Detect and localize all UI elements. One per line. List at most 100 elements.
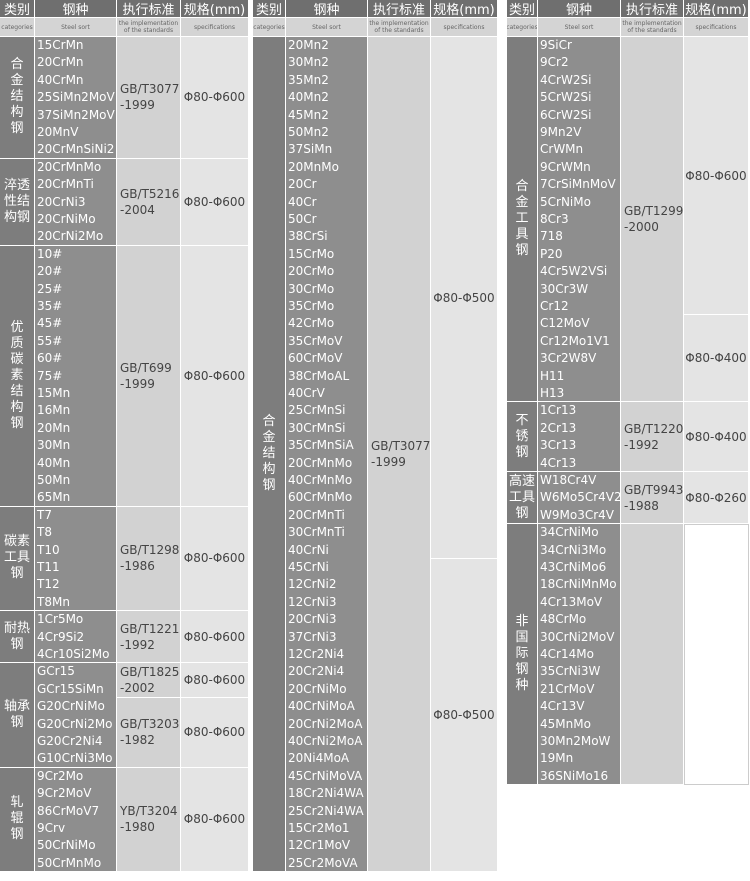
category: 不锈钢 (507, 402, 538, 472)
grade: GCr15SiMn (37, 681, 104, 696)
grade: 35CrMnSiA (288, 438, 354, 453)
grade: 45CrNiMoVA (288, 768, 363, 783)
standard: GB/T3077 -1999 (117, 37, 181, 159)
standard-line: -1988 (624, 498, 659, 513)
grade: T10 (37, 542, 60, 557)
standard: GB/T5216 -2004 (117, 158, 181, 246)
standard-line: -1992 (120, 637, 155, 652)
grade-column (35, 767, 117, 873)
grade: 4Cr9Si2 (37, 629, 85, 644)
grade: 43CrNiMo6 (540, 560, 607, 574)
spec: Φ80-Φ600 (684, 37, 749, 316)
grade: 15Mn (37, 386, 71, 400)
category: 合金工具钢 (507, 37, 538, 403)
category-text: 轴承钢 (3, 699, 30, 731)
grade: 12Cr1MoV (288, 838, 351, 853)
standard-line: GB/T18254 (120, 665, 181, 680)
grade: C12MoV (540, 316, 590, 331)
grade: 40CrMnMo (288, 473, 353, 487)
grade: 35CrMoV (288, 333, 343, 348)
grade: 50Mn2 (288, 125, 329, 139)
grade: 12CrNi3 (288, 594, 337, 609)
spec: Φ80-Φ400 (684, 315, 749, 403)
grade: 4Cr10Si2Mo (37, 647, 110, 661)
standard-line: -1992 (624, 437, 659, 452)
grade: 20MnV (37, 125, 79, 139)
subheader-cell: the implementation of the standards (621, 18, 684, 37)
grade: 3Cr13 (540, 438, 577, 453)
grade: 20CrNiMo (288, 681, 347, 696)
grade: 30Mn2 (288, 55, 329, 70)
category: 优质碳素结构钢 (0, 245, 35, 507)
standard-line: -1999 (371, 455, 406, 470)
grade: 20CrMnMo (37, 159, 102, 174)
grade-column (35, 158, 117, 246)
grade: 48CrMo (540, 612, 587, 627)
grade: 38CrSi (288, 229, 328, 244)
grade: 1Cr5Mo (37, 612, 84, 627)
subheader-cell: the implementation of the standards (117, 18, 181, 37)
spec: Φ80-Φ600 (181, 767, 249, 873)
grade: 40CrMn (37, 72, 84, 87)
spec: Φ80-Φ500 (431, 37, 498, 559)
grade: 30CrMnSi (288, 420, 346, 435)
grade: 2Cr13 (540, 420, 577, 435)
grade: 9Crv (37, 821, 66, 835)
grade: 60# (37, 351, 63, 366)
grade: 9Cr2Mo (37, 768, 84, 783)
grade: 7CrSiMnMoV (540, 177, 616, 192)
grade: G20CrNiMo (37, 699, 105, 714)
grade: 20Cr2Ni4 (288, 664, 345, 679)
grade: 60CrMnMo (288, 490, 353, 505)
grade: 4Cr13 (540, 455, 577, 470)
grade: 30Mn (37, 438, 71, 453)
grade: 65Mn (37, 490, 71, 505)
spec: Φ80-Φ600 (181, 698, 249, 768)
grade-column (286, 37, 368, 873)
spec: Φ80-Φ600 (181, 245, 249, 507)
standard: GB/T1298 -1986 (117, 506, 181, 612)
grade: 9SiCr (540, 38, 572, 52)
grade-column (35, 506, 117, 612)
grade: 20Ni4MoA (288, 751, 350, 766)
subheader-cell: specifications (181, 18, 249, 37)
category-text: 高速工具钢 (508, 473, 535, 521)
standard-line: GB/T699 (120, 360, 172, 375)
standard-line: GB/T1298 (120, 543, 180, 558)
grade-column (538, 402, 621, 472)
grade: 20CrNiMo (37, 212, 96, 226)
grade: 20Cr (288, 177, 317, 192)
category-text: 非国际钢种 (515, 614, 529, 694)
grade: 50CrMnMo (37, 855, 102, 870)
grade: 37SiMn (288, 142, 333, 157)
grade: 20# (37, 264, 63, 279)
standard-line: GB/T5216 (120, 186, 180, 201)
grade: 18Cr2Ni4WA (288, 786, 364, 801)
category: 碳素工具钢 (0, 506, 35, 612)
category: 耐热钢 (0, 611, 35, 664)
grade: 40CrNi2MoA (288, 734, 363, 748)
subheader-cell: categories (253, 18, 286, 37)
subheader-cell: specifications (431, 18, 498, 37)
grade: G20CrNi2Mo (37, 716, 113, 731)
header-cell: 规格(mm) (181, 0, 249, 18)
grade: 20CrNi2Mo (37, 229, 104, 244)
grade: 35CrMo (288, 299, 335, 313)
grade-column (538, 472, 621, 525)
category: 轴承钢 (0, 663, 35, 768)
grade: 15CrMo (288, 246, 335, 261)
grade: 1Cr13 (540, 403, 577, 418)
grade: 6CrW2Si (540, 107, 592, 122)
grade: 20CrNi3 (37, 194, 86, 209)
spec: Φ80-Φ600 (181, 611, 249, 664)
grade: GCr15 (37, 664, 75, 679)
standard: GB/T1220 -1992 (621, 402, 684, 472)
grade: T7 (37, 507, 52, 522)
grade: 25CrMnSi (288, 403, 346, 418)
grade: 30CrMo (288, 281, 335, 296)
grade: 55# (37, 333, 63, 348)
grade: W6Mo5Cr4V2 (540, 490, 622, 505)
grade: 10# (37, 246, 63, 261)
grade: 25Cr2Ni4WA (288, 803, 364, 818)
